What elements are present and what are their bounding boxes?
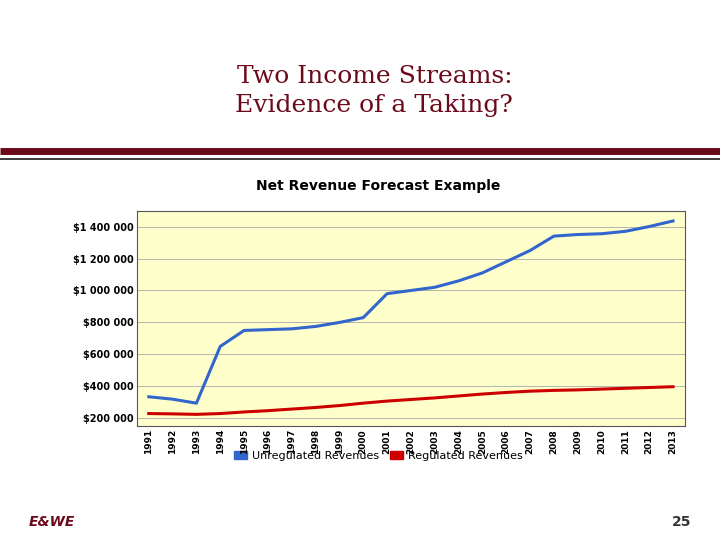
Text: Net Revenue Forecast Example: Net Revenue Forecast Example — [256, 179, 500, 193]
Text: E&WE: E&WE — [29, 515, 75, 529]
Text: Two Income Streams:
Evidence of a Taking?: Two Income Streams: Evidence of a Taking… — [235, 65, 513, 117]
Text: 25: 25 — [672, 515, 691, 529]
Legend: Unregulated Revenues, Regulated Revenues: Unregulated Revenues, Regulated Revenues — [230, 448, 526, 464]
